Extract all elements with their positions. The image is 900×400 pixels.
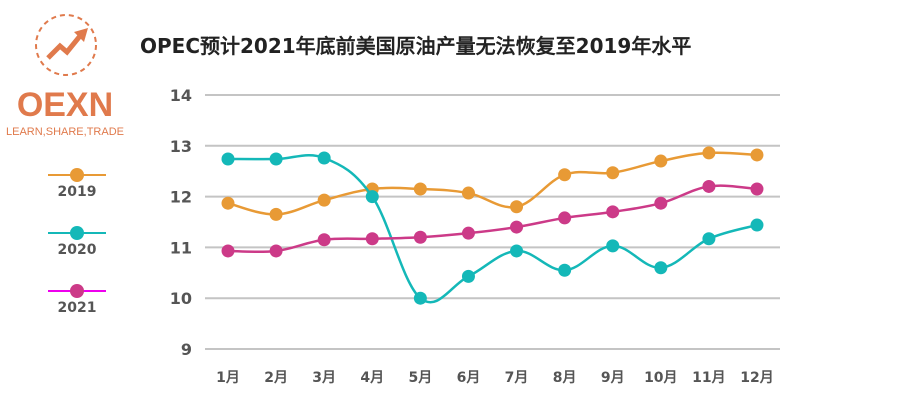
x-tick-label: 2月 (264, 370, 288, 386)
data-point-2019 (702, 146, 716, 160)
data-point-2019 (269, 207, 283, 221)
legend-item-2021[interactable]: 2021 (48, 284, 106, 316)
data-point-2019 (606, 166, 620, 180)
data-point-2021 (269, 244, 283, 258)
data-point-2021 (606, 205, 620, 219)
legend-line (48, 284, 106, 298)
legend-item-2019[interactable]: 2019 (48, 168, 106, 200)
data-point-2020 (221, 152, 235, 166)
data-point-2020 (750, 218, 764, 232)
series-line-2020 (227, 154, 758, 304)
legend-marker (70, 226, 84, 240)
legend-item-2020[interactable]: 2020 (48, 226, 106, 258)
x-tick-label: 8月 (553, 370, 577, 386)
y-tick-label: 13 (170, 137, 192, 156)
logo-graphic: OEXN LEARN,SHARE,TRADE (6, 14, 124, 138)
legend-label: 2020 (57, 242, 97, 258)
y-tick-label: 10 (170, 289, 192, 308)
data-point-2021 (558, 211, 572, 225)
x-tick-label: 3月 (312, 370, 336, 386)
y-tick-label: 12 (170, 188, 192, 207)
data-point-2019 (221, 196, 235, 210)
data-point-2020 (461, 269, 475, 283)
y-tick-label: 9 (181, 340, 192, 359)
legend-marker (70, 168, 84, 182)
data-point-2020 (269, 152, 283, 166)
data-point-2020 (702, 232, 716, 246)
x-tick-label: 1月 (216, 370, 240, 386)
data-point-2019 (654, 154, 668, 168)
y-tick-label: 14 (170, 86, 192, 105)
x-tick-label: 4月 (360, 370, 384, 386)
x-tick-label: 10月 (644, 370, 677, 386)
data-point-2021 (750, 182, 764, 196)
data-point-2019 (413, 182, 427, 196)
series-line-2019 (227, 151, 758, 216)
data-point-2019 (461, 186, 475, 200)
data-point-2021 (510, 220, 524, 234)
data-point-2020 (558, 263, 572, 277)
legend-label: 2019 (57, 184, 97, 200)
data-point-2021 (702, 179, 716, 193)
data-point-2019 (510, 200, 524, 214)
data-point-2020 (317, 151, 331, 165)
legend-label: 2021 (57, 300, 97, 316)
data-point-2021 (654, 196, 668, 210)
oexn-logo: OEXN LEARN,SHARE,TRADE (4, 10, 126, 149)
legend-line (48, 168, 106, 182)
data-point-2021 (221, 244, 235, 258)
chart-title: OPEC预计2021年底前美国原油产量无法恢复至2019年水平 (140, 34, 692, 58)
data-point-2020 (365, 190, 379, 204)
data-point-2021 (317, 233, 331, 247)
data-point-2020 (510, 244, 524, 258)
data-point-2021 (365, 232, 379, 246)
data-point-2020 (413, 291, 427, 305)
svg-text:LEARN,SHARE,TRADE: LEARN,SHARE,TRADE (6, 126, 124, 138)
x-tick-label: 9月 (601, 370, 625, 386)
data-point-2020 (654, 261, 668, 275)
data-point-2020 (606, 239, 620, 253)
x-tick-label: 5月 (408, 370, 432, 386)
svg-text:OEXN: OEXN (17, 86, 113, 124)
x-tick-label: 11月 (692, 370, 725, 386)
data-point-2021 (461, 226, 475, 240)
data-point-2021 (413, 230, 427, 244)
data-point-2019 (750, 148, 764, 162)
x-tick-label: 7月 (505, 370, 529, 386)
legend-line (48, 226, 106, 240)
x-tick-label: 6月 (457, 370, 481, 386)
x-tick-label: 12月 (740, 370, 773, 386)
y-tick-label: 11 (170, 238, 192, 257)
legend-marker (70, 284, 84, 298)
data-point-2019 (558, 168, 572, 182)
data-point-2019 (317, 193, 331, 207)
